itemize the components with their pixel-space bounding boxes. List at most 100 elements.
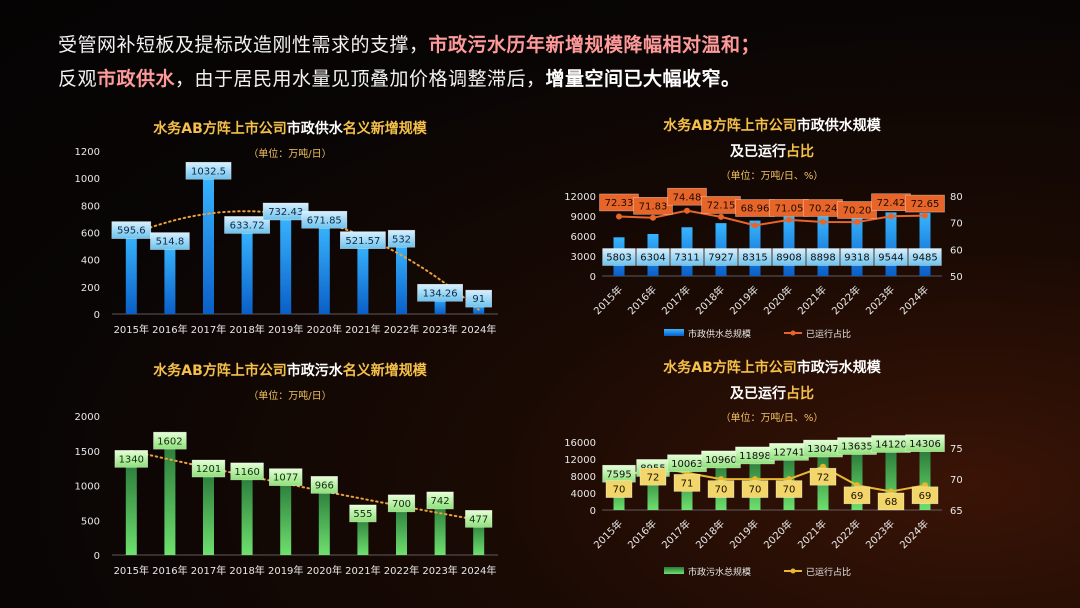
sewage-scale-subtitle: （单位：万吨/日、%） — [721, 411, 824, 424]
supply-new-subtitle: （单位：万吨/日） — [248, 147, 331, 160]
supply-new-xtick: 2015年 — [114, 323, 149, 336]
sewage-scale-xtick: 2018年 — [693, 517, 727, 551]
supply-scale-bar-label-box — [874, 248, 908, 266]
supply-scale-ytick: 9000 — [571, 212, 596, 223]
supply-scale-bar-label-box — [636, 248, 670, 266]
supply-new-data-label: 532 — [392, 234, 411, 245]
supply-scale-ytick: 0 — [590, 272, 596, 283]
supply-scale-line-label: 72.33 — [605, 198, 634, 209]
sewage-new-subtitle: （单位：万吨/日） — [248, 389, 331, 402]
supply-scale-bar-label: 6304 — [640, 253, 665, 264]
supply-new-data-label-box — [224, 216, 271, 234]
supply-new-bar — [357, 243, 369, 314]
sewage-new-title: 水务AB方阵上市公司市政污水名义新增规模 — [153, 362, 428, 379]
supply-scale-y2tick: 60 — [950, 245, 963, 256]
sewage-scale-xtick: 2016年 — [625, 517, 659, 551]
sewage-scale-y2tick: 75 — [950, 444, 963, 455]
sewage-new-ytick: 1500 — [75, 447, 100, 458]
supply-new-data-label-box — [111, 221, 152, 239]
headline-highlight: 市政供水 — [97, 68, 176, 90]
supply-scale-bar-label: 9544 — [878, 253, 903, 264]
sewage-scale-line-label-box — [809, 467, 837, 486]
sewage-scale-line-label-box — [605, 480, 633, 498]
supply-scale-line-point — [786, 216, 792, 223]
supply-scale-xtick: 2022年 — [829, 283, 863, 317]
sewage-scale-line-label-box — [741, 480, 769, 498]
sewage-scale-line-label: 70 — [715, 485, 728, 496]
sewage-scale-bar-label: 11898 — [739, 451, 771, 462]
sewage-scale-bar-label-box — [905, 434, 945, 452]
supply-scale-line-label-box — [633, 196, 673, 215]
sewage-scale-bar-label: 7595 — [606, 469, 631, 480]
sewage-scale-line-label: 72 — [647, 472, 660, 483]
sewage-new-bar — [241, 474, 253, 555]
supply-scale-legend-line-marker — [790, 330, 796, 336]
supply-scale-line-label: 72.65 — [911, 199, 940, 210]
sewage-new-data-label-box — [191, 459, 226, 478]
sewage-scale-line-label-box — [775, 480, 803, 498]
supply-new-data-label: 671.85 — [307, 215, 342, 226]
sewage-scale-y2tick: 70 — [950, 475, 963, 486]
sewage-new-data-label: 1077 — [273, 473, 298, 484]
supply-scale-xtick: 2017年 — [659, 283, 693, 317]
supply-scale-title-line-2: 及已运行占比 — [730, 143, 814, 160]
supply-scale-line-label: 72.42 — [877, 198, 906, 209]
sewage-scale-legend-line-marker — [790, 568, 796, 574]
supply-scale-bar — [885, 212, 897, 276]
sewage-new-data-label: 1340 — [119, 454, 144, 465]
supply-new-ytick: 1000 — [75, 174, 100, 185]
sewage-scale-bar — [919, 449, 931, 510]
sewage-scale-bar-label: 14306 — [909, 439, 941, 450]
supply-new-data-label: 134.26 — [423, 288, 458, 299]
supply-scale-xtick: 2021年 — [795, 283, 829, 317]
sewage-new-data-label: 1602 — [157, 436, 182, 447]
supply-scale-title: 水务AB方阵上市公司市政供水规模 — [663, 117, 882, 134]
supply-new-bar — [203, 173, 214, 314]
sewage-new-xtick: 2015年 — [114, 564, 149, 577]
supply-new-data-label: 633.72 — [230, 221, 265, 232]
sewage-new-bar — [318, 487, 330, 555]
supply-new-bar — [473, 301, 485, 314]
sewage-scale-bar — [885, 449, 897, 510]
sewage-scale-line-label: 70 — [613, 485, 626, 496]
supply-scale-line-label: 72.15 — [707, 201, 736, 212]
supply-new-data-label-box — [150, 232, 190, 250]
supply-new-data-label: 1032.5 — [191, 166, 226, 177]
supply-scale-line-label-box — [905, 194, 945, 213]
supply-new-xtick: 2017年 — [191, 323, 226, 336]
sewage-scale-line-label-box — [673, 474, 701, 492]
sewage-new-bar — [434, 503, 446, 555]
supply-scale-legend-line: 已运行占比 — [806, 328, 851, 340]
supply-scale-ytick: 3000 — [571, 252, 596, 263]
sewage-new-data-label: 742 — [431, 496, 450, 507]
supply-scale-bar-label: 7311 — [674, 253, 699, 264]
supply-new-xtick: 2016年 — [152, 323, 187, 336]
sewage-new-bar — [473, 521, 485, 555]
supply-scale-bar-label-box — [806, 248, 840, 266]
sewage-scale-line-label: 69 — [919, 491, 932, 502]
supply-scale-bar-label: 8908 — [776, 253, 801, 264]
headline-emphasis: 增量空间已大幅收窄。 — [545, 68, 741, 90]
sewage-scale-bar-label: 13047 — [807, 444, 839, 455]
supply-scale-line-point — [684, 207, 690, 214]
supply-scale-bar-label-box — [704, 248, 738, 266]
sewage-scale-xtick: 2021年 — [795, 517, 829, 551]
supply-scale-line-point — [820, 219, 826, 226]
sewage-new-data-label: 555 — [353, 509, 372, 520]
supply-new-xtick: 2020年 — [307, 323, 342, 336]
supply-scale-bar-label: 8315 — [742, 253, 767, 264]
supply-scale-ytick: 6000 — [571, 232, 596, 243]
supply-new-data-label: 521.57 — [345, 236, 380, 247]
sewage-scale-ytick: 12000 — [564, 455, 596, 466]
supply-scale-y2tick: 50 — [950, 272, 963, 283]
headline-part: ，由于居民用水量见顶叠加价格调整滞后， — [175, 68, 546, 90]
supply-scale-xtick: 2024年 — [897, 283, 931, 317]
supply-scale-bar — [783, 216, 795, 276]
supply-scale-bar-label: 9485 — [912, 253, 937, 264]
sewage-new-data-label-box — [268, 468, 303, 486]
sewage-new-trendline — [130, 450, 480, 522]
supply-scale-bar — [817, 216, 829, 276]
supply-new-title: 水务AB方阵上市公司市政供水名义新增规模 — [153, 120, 428, 137]
sewage-new-xtick: 2024年 — [461, 564, 496, 577]
sewage-new-ytick: 1000 — [75, 482, 100, 493]
